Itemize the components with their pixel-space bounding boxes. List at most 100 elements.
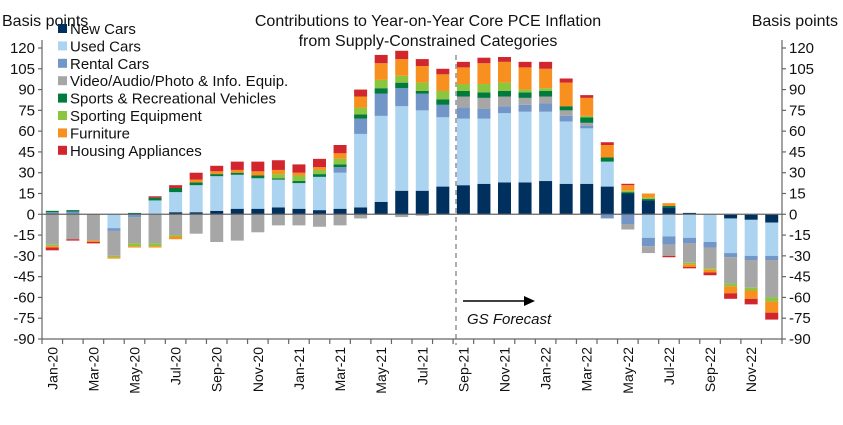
bar-segment-Jan-22-7	[539, 61, 553, 69]
legend-label: Sports & Recreational Vehicles	[70, 91, 276, 108]
bar-segment-Dec-20-1	[271, 179, 285, 208]
bar-segment-Aug-20-3	[189, 214, 203, 234]
bar-segment-Oct-21-1	[477, 118, 491, 184]
bar-segment-Dec-20-7	[271, 160, 285, 170]
bar-segment-Aug-21-7	[436, 68, 450, 75]
bar-segment-Jun-22-5	[641, 197, 655, 200]
x-tick-label: Mar-21	[332, 347, 348, 392]
y-tick-label-left: -45	[13, 269, 35, 286]
bar-segment-Aug-20-6	[189, 179, 203, 183]
bar-segment-Jun-20-1	[148, 200, 162, 215]
bar-segment-May-21-2	[374, 93, 388, 116]
bar-segment-Oct-22-5	[724, 283, 738, 287]
x-tick-label: Nov-21	[497, 347, 513, 392]
bar-segment-Aug-20-7	[189, 172, 203, 180]
bar-segment-Feb-22-1	[559, 121, 573, 184]
bar-segment-Aug-20-0	[189, 212, 203, 215]
bar-segment-Apr-21-5	[354, 107, 368, 115]
bar-segment-Oct-21-5	[477, 84, 491, 93]
bar-segment-Sep-22-1	[703, 214, 717, 242]
bar-segment-Oct-22-3	[724, 257, 738, 284]
x-tick-label: Sep-21	[455, 347, 471, 392]
legend-swatch	[58, 145, 67, 155]
bar-segment-Dec-20-3	[271, 214, 285, 226]
x-tick-label: Jul-21	[414, 347, 430, 385]
bar-segment-Jan-21-4	[292, 181, 306, 184]
legend-swatch	[58, 111, 67, 120]
bar-segment-Oct-20-7	[230, 161, 244, 170]
bar-segment-Aug-20-4	[189, 182, 203, 186]
bar-segment-Feb-20-4	[66, 210, 80, 212]
x-tick-label: Mar-20	[85, 347, 101, 392]
bar-segment-Dec-20-4	[271, 178, 285, 180]
bar-segment-Jan-22-2	[539, 103, 553, 112]
bar-segment-Nov-21-4	[498, 90, 511, 97]
bar-segment-Sep-20-1	[210, 176, 224, 211]
bar-segment-May-22-7	[621, 183, 635, 186]
bar-segment-Aug-22-0	[683, 212, 696, 215]
bar-segment-Feb-22-2	[559, 115, 573, 122]
bar-segment-May-22-0	[621, 193, 635, 215]
bar-segment-Feb-21-0	[313, 210, 326, 215]
bar-segment-Aug-22-1	[683, 214, 696, 238]
bar-segment-Jun-20-6	[148, 246, 162, 248]
bar-segment-Jul-20-3	[169, 214, 183, 236]
y-tick-label-left: -60	[13, 289, 35, 306]
bar-segment-Dec-21-2	[518, 104, 532, 112]
bar-segment-May-22-3	[621, 223, 635, 230]
y-tick-label-left: 60	[18, 123, 35, 140]
bar-segment-Jul-22-3	[662, 244, 676, 256]
bar-segment-Oct-20-3	[230, 214, 244, 241]
bar-segment-Dec-22-2	[765, 255, 779, 261]
x-tick-label: Jan-21	[291, 347, 307, 390]
bar-segment-Oct-21-2	[477, 108, 491, 119]
bar-segment-Sep-20-7	[210, 165, 224, 172]
bar-segment-Mar-21-1	[333, 172, 347, 209]
bar-segment-Nov-22-0	[744, 214, 758, 220]
bar-segment-Sep-22-7	[703, 272, 717, 276]
bar-segment-Aug-22-5	[683, 262, 696, 265]
bar-segment-Nov-22-7	[744, 298, 758, 305]
bar-segment-Dec-21-5	[518, 89, 532, 93]
bar-segment-Jan-22-6	[539, 68, 553, 89]
bar-segment-Nov-22-2	[744, 255, 758, 261]
bar-segment-Nov-20-1	[251, 178, 265, 209]
bar-segment-Sep-21-1	[456, 118, 470, 186]
bar-segment-Dec-21-1	[518, 111, 532, 183]
bar-segment-Jul-20-1	[169, 192, 183, 213]
y-tick-label-right: -30	[789, 248, 811, 265]
legend-swatch	[58, 93, 67, 103]
bar-segment-Sep-21-7	[456, 61, 470, 68]
bar-segment-Jul-22-1	[662, 214, 676, 237]
bar-segment-May-20-3	[128, 217, 141, 244]
bar-segment-Nov-20-0	[251, 208, 265, 215]
bar-segment-May-20-2	[128, 214, 141, 218]
bar-segment-Dec-21-6	[518, 67, 532, 90]
bar-segment-Jun-22-6	[641, 193, 655, 198]
bar-segment-Apr-20-1	[107, 214, 121, 229]
bar-segment-Nov-22-3	[744, 260, 758, 288]
bar-segment-Oct-22-0	[724, 214, 738, 219]
bar-segment-Sep-21-4	[456, 90, 470, 97]
x-tick-label: Mar-22	[579, 347, 595, 392]
bar-segment-Feb-22-7	[559, 78, 573, 83]
bar-segment-Jan-20-4	[45, 210, 59, 213]
bar-segment-May-21-1	[374, 115, 388, 202]
y-tick-label-left: 30	[18, 165, 35, 182]
bar-segment-Aug-21-4	[436, 99, 450, 105]
bar-segment-Jan-21-6	[292, 172, 306, 176]
y-tick-label-left: 15	[18, 186, 35, 203]
bar-segment-Dec-22-6	[765, 301, 779, 313]
bar-segment-Apr-22-4	[600, 157, 614, 162]
bar-segment-Mar-22-6	[580, 97, 594, 116]
bar-segment-Apr-21-2	[354, 118, 368, 134]
bar-segment-Mar-21-5	[333, 158, 347, 165]
bar-segment-Feb-22-4	[559, 106, 573, 111]
y-tick-label-right: 45	[789, 144, 806, 161]
bar-segment-Oct-22-1	[724, 218, 738, 254]
bar-segment-Oct-20-0	[230, 208, 244, 215]
bar-segment-Mar-22-4	[580, 117, 594, 123]
y-tick-label-left: 120	[10, 40, 35, 57]
bar-segment-Dec-20-5	[271, 174, 285, 179]
